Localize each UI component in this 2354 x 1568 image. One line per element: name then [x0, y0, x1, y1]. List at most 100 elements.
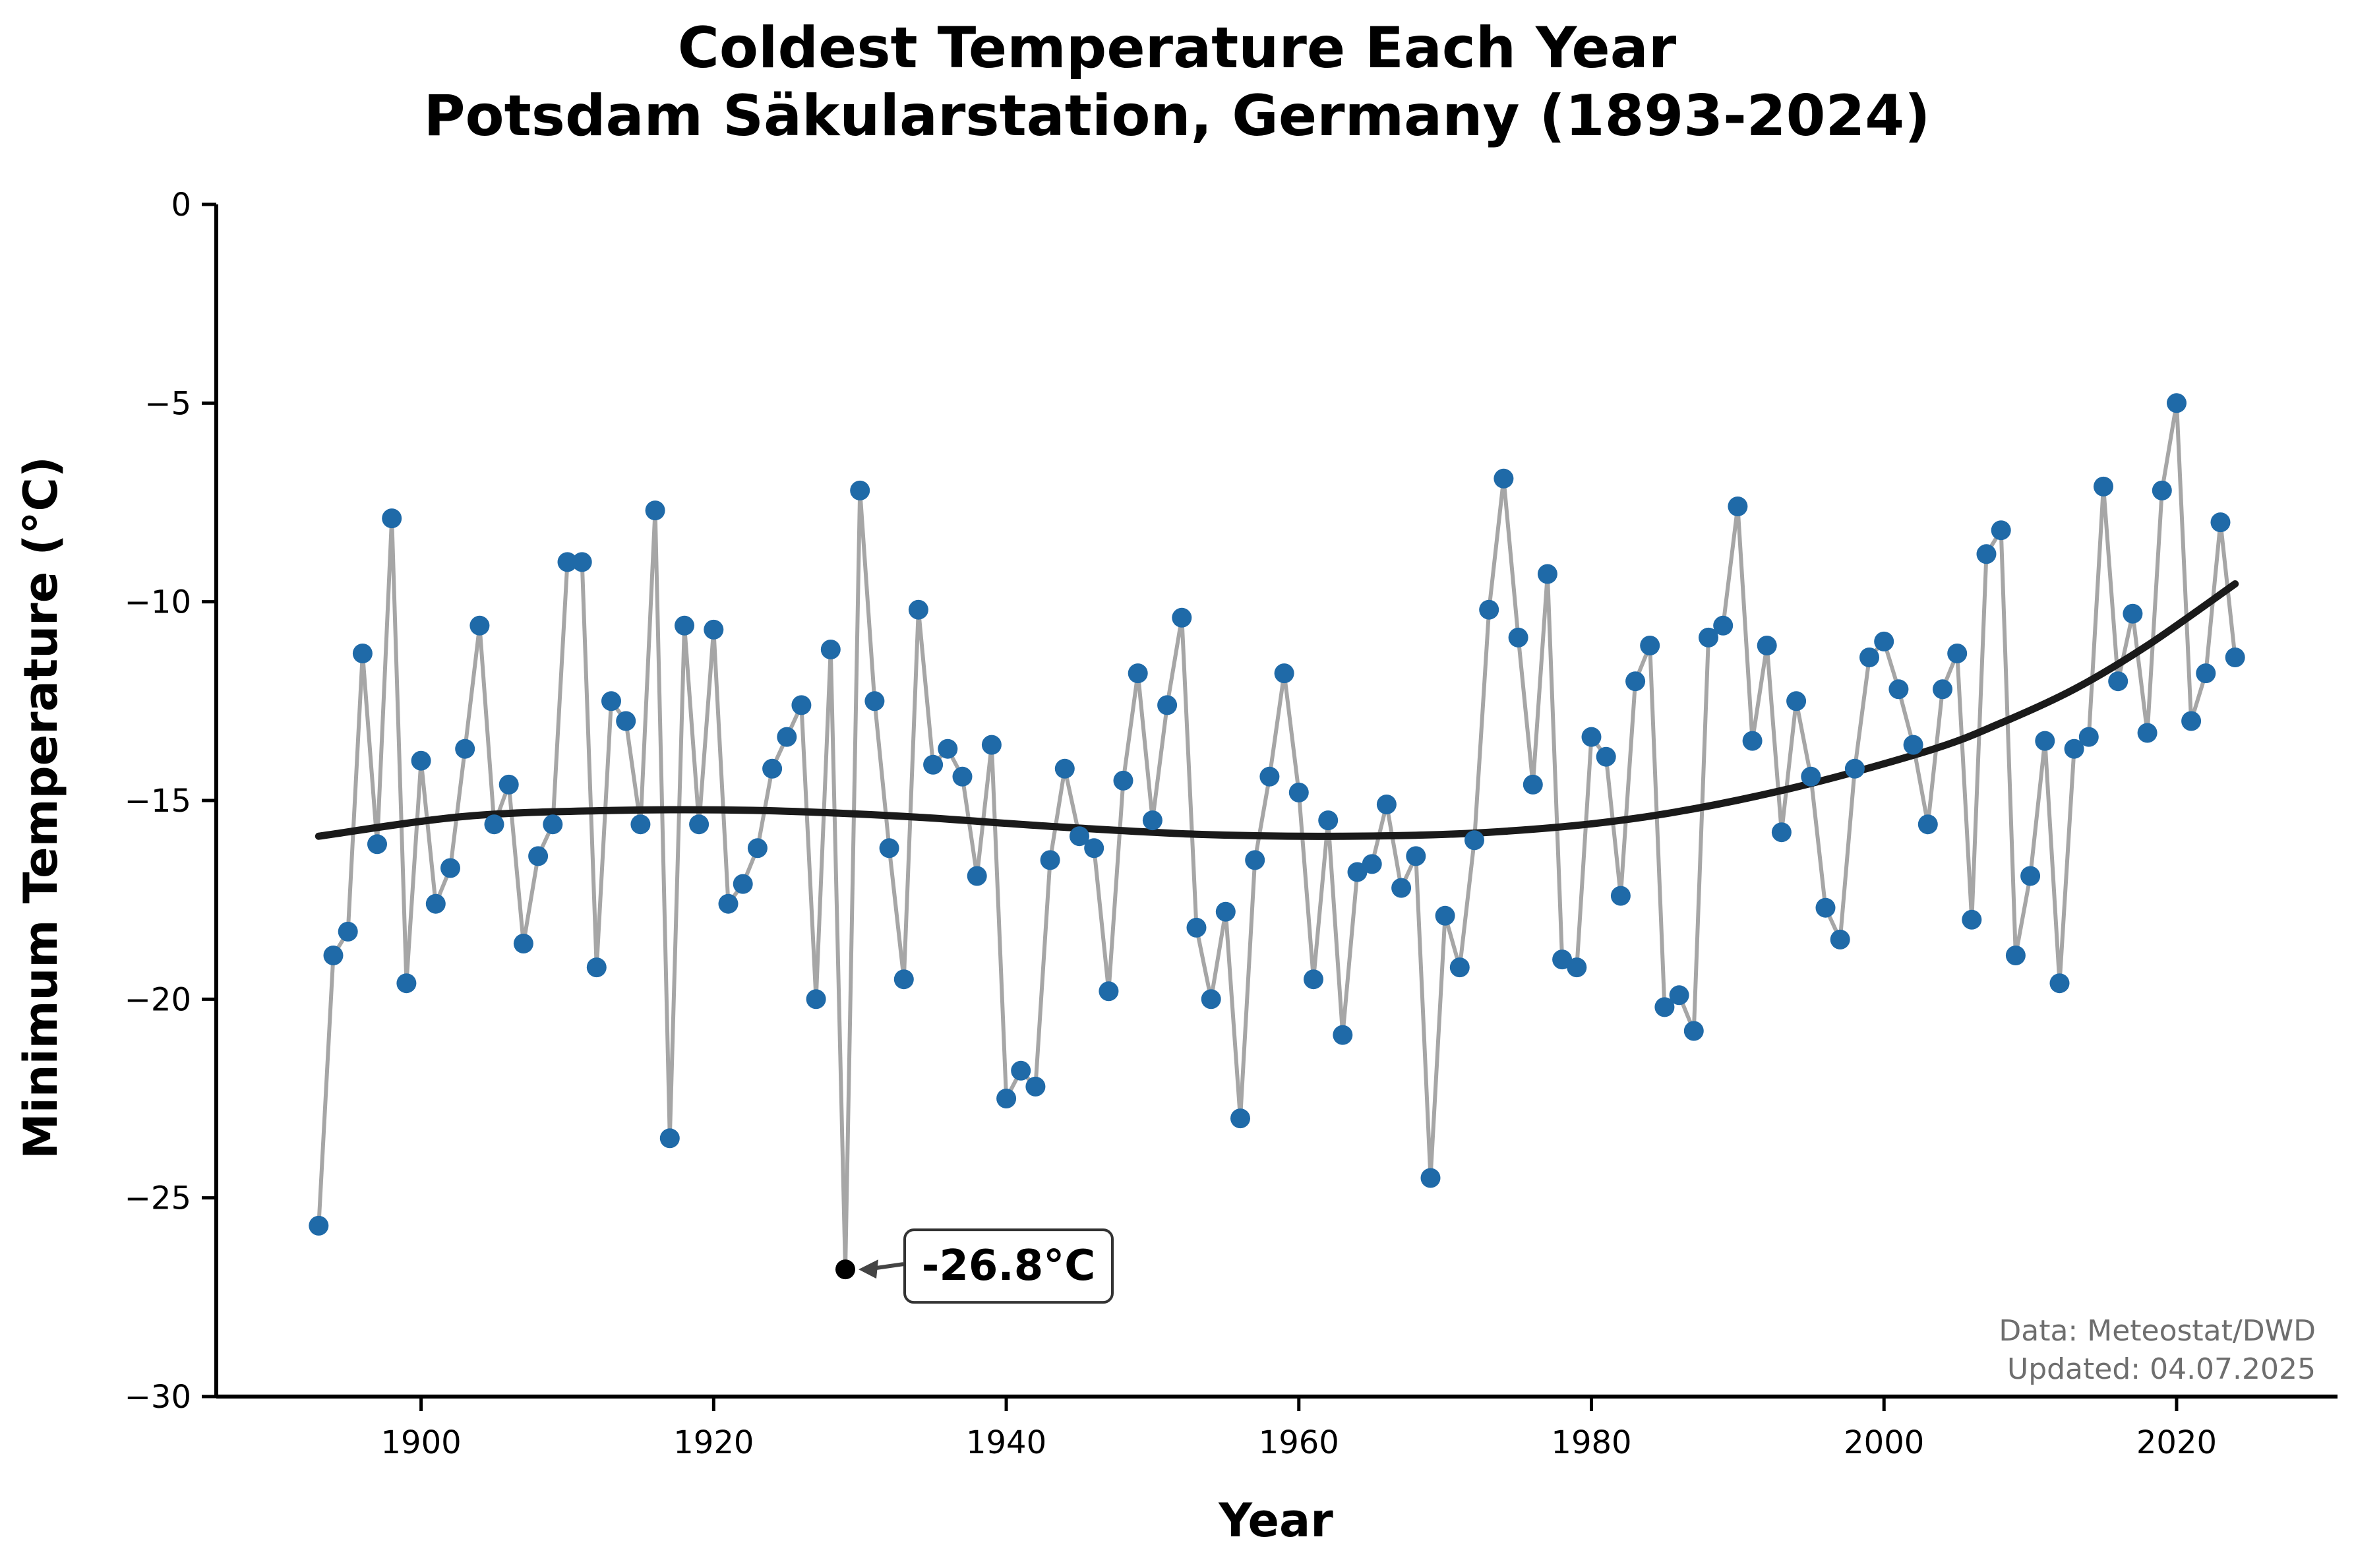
data-point: [557, 552, 578, 572]
source-line-2: Updated: 04.07.2025: [2007, 1352, 2316, 1386]
min-point-marker: [835, 1259, 855, 1280]
data-point: [1070, 826, 1089, 847]
data-point: [791, 695, 812, 715]
data-point: [2225, 648, 2245, 667]
data-point: [733, 874, 753, 894]
data-point: [528, 846, 549, 866]
data-point: [498, 774, 519, 795]
y-tick-label: −10: [125, 584, 191, 621]
data-point: [1830, 929, 1850, 950]
annotation-box: [903, 1228, 1114, 1304]
data-point: [2167, 393, 2187, 413]
series-layer: [309, 393, 2245, 1280]
x-tick-label: 1940: [966, 1424, 1046, 1461]
data-point: [718, 893, 739, 914]
data-point: [675, 615, 694, 636]
data-point: [2196, 663, 2216, 684]
data-point: [1699, 627, 1718, 648]
data-point: [1567, 957, 1587, 978]
data-point: [543, 814, 563, 835]
data-point: [952, 766, 973, 787]
data-point: [1420, 1168, 1441, 1188]
data-point: [1742, 731, 1763, 751]
x-tick-label: 1920: [673, 1424, 754, 1461]
data-point: [616, 711, 636, 731]
data-point: [864, 691, 885, 711]
data-point: [2064, 739, 2084, 759]
data-point: [747, 838, 768, 859]
data-point: [455, 739, 475, 759]
data-point: [1640, 636, 1660, 655]
annotation-layer: -26.8°C: [859, 1228, 1114, 1304]
data-point: [1347, 862, 1368, 882]
data-point: [2035, 731, 2055, 751]
data-point: [1801, 766, 1821, 787]
data-point: [850, 480, 870, 500]
data-point: [1683, 1021, 1704, 1041]
data-point: [1054, 758, 1075, 779]
source-line-1: Data: Meteostat/DWD: [1999, 1314, 2316, 1348]
data-point: [1962, 909, 1982, 930]
data-point: [1128, 663, 1148, 684]
data-point: [1596, 746, 1616, 767]
data-point: [1917, 814, 1938, 835]
data-point: [777, 727, 797, 747]
data-point: [1245, 850, 1265, 870]
y-tick-label: −30: [125, 1379, 191, 1416]
data-point: [425, 893, 446, 914]
data-point: [367, 834, 387, 855]
data-point: [1259, 766, 1280, 787]
data-point: [1040, 850, 1060, 870]
y-tick-label: −25: [125, 1180, 191, 1217]
data-point: [309, 1215, 329, 1236]
data-point: [1215, 901, 1236, 922]
data-point: [1011, 1060, 1031, 1081]
annotation-arrowhead: [859, 1259, 879, 1279]
x-tick-label: 1960: [1259, 1424, 1339, 1461]
data-point: [1288, 782, 1309, 802]
data-point: [1976, 544, 1997, 564]
data-point: [352, 644, 373, 663]
data-point: [1844, 758, 1865, 779]
data-point: [1933, 679, 1952, 700]
data-point: [2049, 973, 2070, 994]
data-point: [1888, 679, 1909, 700]
data-point: [2137, 723, 2158, 743]
data-point: [2123, 603, 2143, 624]
data-point: [2152, 480, 2172, 500]
data-point: [1537, 564, 1557, 584]
data-point: [484, 814, 504, 835]
y-tick-label: −15: [125, 783, 191, 820]
data-point: [338, 921, 358, 942]
data-point: [1508, 627, 1528, 648]
data-point: [323, 946, 344, 965]
data-point: [1610, 886, 1631, 906]
data-point: [762, 758, 783, 779]
data-point: [2094, 476, 2113, 497]
data-point: [1625, 671, 1646, 692]
x-tick-label: 1980: [1551, 1424, 1631, 1461]
data-point: [893, 969, 914, 990]
data-point: [1201, 989, 1221, 1010]
data-point: [689, 814, 709, 835]
data-point: [1084, 838, 1104, 859]
x-tick-label: 1900: [381, 1424, 462, 1461]
data-point: [1333, 1025, 1353, 1045]
axes: [214, 204, 2338, 1399]
data-point: [1494, 468, 1514, 489]
data-point: [1113, 770, 1133, 791]
data-point: [396, 973, 417, 994]
data-point: [1099, 981, 1119, 1002]
y-axis-label: Minimum Temperature (°C): [14, 456, 68, 1159]
data-point: [1025, 1076, 1046, 1097]
data-point: [1757, 636, 1777, 655]
data-point: [1874, 631, 1894, 651]
data-point: [382, 508, 402, 529]
data-point: [1464, 830, 1484, 851]
data-point: [2108, 671, 2128, 692]
data-point: [1786, 691, 1807, 711]
x-tick-label: 2000: [1844, 1424, 1924, 1461]
data-point: [411, 750, 431, 771]
chart-subtitle: Potsdam Säkularstation, Germany (1893-20…: [424, 83, 1931, 149]
